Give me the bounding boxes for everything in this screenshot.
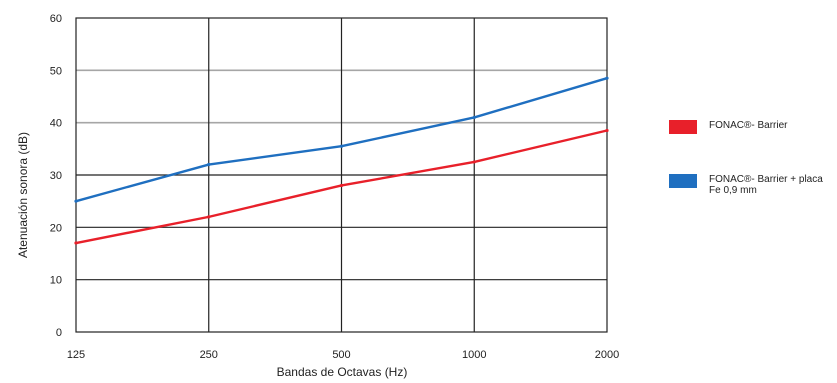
x-tick-label: 500 [332,349,350,361]
legend: FONAC®- Barrier FONAC®- Barrier + placa … [669,120,829,236]
data-point [339,144,344,148]
data-point [472,160,476,164]
data-point [207,215,211,219]
y-tick-label: 40 [50,118,62,130]
data-point [605,76,609,80]
y-tick-label: 30 [50,170,62,182]
x-tick-label: 1000 [462,349,486,361]
y-tick-label: 0 [56,327,62,339]
data-point [472,115,476,120]
x-tick-labels: 125 250 500 1000 2000 [67,349,619,361]
y-tick-labels: 0 10 20 30 40 50 60 [50,13,62,339]
legend-label: FONAC®- Barrier + placa Fe 0,9 mm [709,174,823,196]
y-axis-title: Atenuación sonora (dB) [16,132,30,258]
vertical-gridlines [208,18,475,332]
x-tick-label: 250 [200,349,218,361]
data-point [74,241,78,245]
legend-label: FONAC®- Barrier [709,120,788,131]
y-tick-label: 10 [50,275,62,287]
x-tick-label: 125 [67,349,85,361]
y-tick-label: 60 [50,13,62,25]
data-point [605,128,609,133]
data-point [339,183,344,188]
legend-swatch-red [669,120,697,134]
data-point [207,162,211,167]
y-tick-label: 50 [50,65,62,77]
series-lines [74,76,609,245]
x-axis-title: Bandas de Octavas (Hz) [277,365,408,379]
legend-item-barrier: FONAC®- Barrier [669,120,829,134]
data-point [74,199,78,203]
legend-swatch-blue [669,174,697,188]
y-tick-label: 20 [50,222,62,234]
legend-item-barrier-fe: FONAC®- Barrier + placa Fe 0,9 mm [669,174,829,196]
x-tick-label: 2000 [595,349,619,361]
plot-frame [75,17,608,333]
